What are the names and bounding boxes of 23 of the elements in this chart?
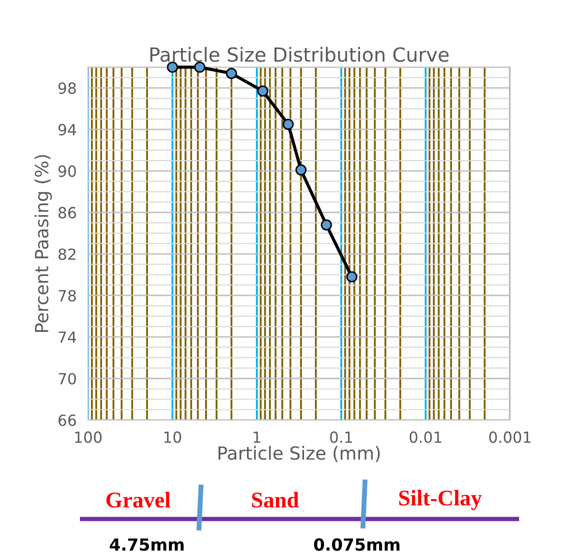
y-tick-label: 86 [58, 206, 76, 218]
y-tick-label: 70 [58, 372, 76, 385]
y-tick-label: 78 [58, 290, 76, 302]
x-tick-label: 1 [254, 432, 260, 443]
chart-title: Particle Size Distribution Curve [150, 46, 449, 62]
x-axis-title: Particle Size (mm) [218, 446, 380, 462]
y-tick-label: 94 [58, 124, 76, 136]
x-tick-label: 100 [75, 431, 102, 443]
text: 0.075mm [314, 538, 400, 551]
y-tick-label: 74 [58, 332, 76, 343]
y-tick-label: 66 [58, 414, 76, 426]
x-tick-label: 10 [164, 431, 182, 443]
text: Silt-Clay [399, 490, 482, 510]
text: Gravel [106, 492, 170, 508]
y-tick-label: 82 [58, 248, 76, 260]
y-axis-title: Percent Paasing (%) [34, 155, 52, 332]
x-tick-label: 0.1 [330, 431, 352, 443]
y-tick-label: 98 [58, 82, 76, 94]
x-tick-label: 0.01 [410, 431, 442, 443]
y-tick-label: 90 [58, 165, 76, 177]
text: 4.75mm [110, 538, 184, 551]
x-tick-label: 0.001 [489, 431, 531, 443]
text: Sand [252, 492, 299, 508]
